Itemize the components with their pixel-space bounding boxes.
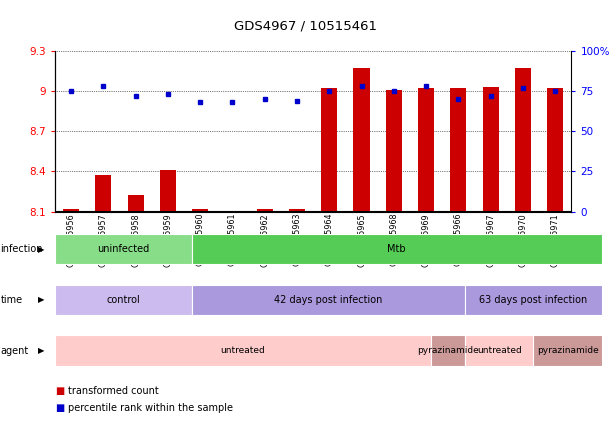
- Text: uninfected: uninfected: [97, 244, 150, 254]
- Text: ▶: ▶: [38, 244, 45, 254]
- Bar: [418, 88, 434, 212]
- Text: agent: agent: [1, 346, 29, 356]
- Bar: [128, 195, 144, 212]
- Text: transformed count: transformed count: [68, 386, 159, 396]
- Bar: [192, 209, 208, 212]
- Text: ■: ■: [55, 403, 64, 413]
- Text: percentile rank within the sample: percentile rank within the sample: [68, 403, 233, 413]
- Text: ▶: ▶: [38, 295, 45, 305]
- Text: pyrazinamide: pyrazinamide: [537, 346, 599, 355]
- Bar: [257, 209, 273, 212]
- Text: 42 days post infection: 42 days post infection: [274, 295, 382, 305]
- Bar: [63, 209, 79, 212]
- Bar: [515, 68, 531, 212]
- Bar: [160, 170, 176, 212]
- Bar: [547, 88, 563, 212]
- Bar: [354, 68, 370, 212]
- Text: untreated: untreated: [221, 346, 265, 355]
- Bar: [483, 87, 499, 212]
- Bar: [386, 90, 402, 212]
- Text: infection: infection: [1, 244, 43, 254]
- Bar: [95, 176, 111, 212]
- Text: GDS4967 / 10515461: GDS4967 / 10515461: [234, 19, 377, 32]
- Text: untreated: untreated: [477, 346, 522, 355]
- Text: ■: ■: [55, 386, 64, 396]
- Bar: [321, 88, 337, 212]
- Bar: [450, 88, 466, 212]
- Text: control: control: [106, 295, 140, 305]
- Text: pyrazinamide: pyrazinamide: [417, 346, 479, 355]
- Text: Mtb: Mtb: [387, 244, 406, 254]
- Bar: [289, 209, 305, 212]
- Text: 63 days post infection: 63 days post infection: [480, 295, 588, 305]
- Text: ▶: ▶: [38, 346, 45, 355]
- Text: time: time: [1, 295, 23, 305]
